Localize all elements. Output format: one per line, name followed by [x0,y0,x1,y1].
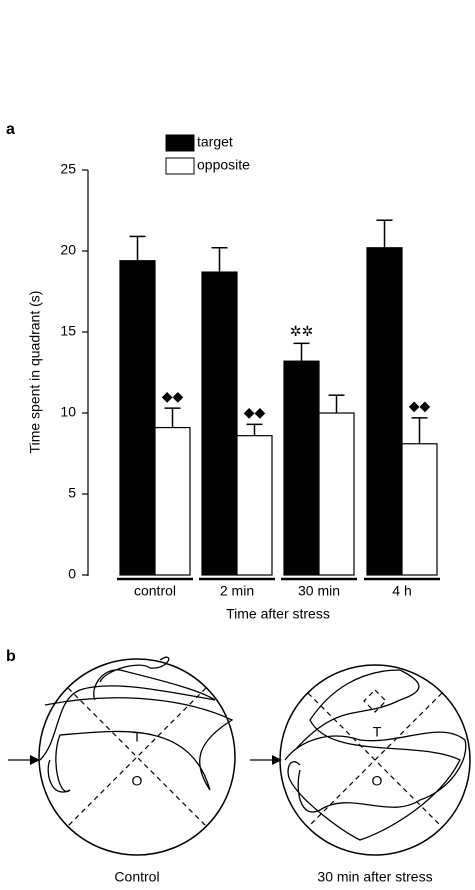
caption: 30 min after stress [317,869,432,885]
y-tick-label: 0 [68,566,76,582]
quadrant-line [67,687,207,827]
y-tick-label: 10 [60,404,76,420]
maze: T O 30 min after stress [250,664,471,885]
legend-swatch [165,157,195,175]
maze: T O Control [8,656,236,885]
swim-path [39,656,234,793]
y-tick-label: 20 [60,242,76,258]
caption: Control [114,869,159,885]
bar [236,435,273,576]
bar [119,260,156,576]
x-tick-label: control [134,583,176,599]
y-tick-label: 25 [60,161,76,177]
y-tick-label: 5 [68,485,76,501]
significance-marker: ◆◆ [409,398,431,414]
arrow-head [272,755,282,765]
y-tick-label: 15 [60,323,76,339]
y-axis-label: Time spent in quadrant (s) [27,291,43,454]
bar [283,360,320,576]
significance-marker: ✲✲ [290,323,313,339]
legend-label: target [197,134,233,150]
target-label: T [373,724,382,740]
x-tick-label: 4 h [392,583,411,599]
significance-marker: ◆◆ [162,388,184,404]
arrow-head [30,755,40,765]
opposite-label: O [372,773,383,789]
x-axis-label: Time after stress [226,606,330,622]
legend-swatch [165,134,195,152]
x-tick-label: 30 min [298,583,340,599]
panel-label: b [6,648,16,665]
pool [38,658,236,856]
target-label: T [133,729,142,745]
x-tick-label: 2 min [220,583,254,599]
panel-label: a [6,121,15,138]
platform [363,689,387,713]
bar [201,271,238,576]
quadrant-line [67,687,207,827]
bar [366,247,403,576]
swim-path [284,669,467,841]
significance-marker: ◆◆ [244,404,266,420]
opposite-label: O [132,773,143,789]
bar [318,412,355,576]
bar [154,426,191,576]
bar [401,443,438,576]
legend-label: opposite [197,157,250,173]
